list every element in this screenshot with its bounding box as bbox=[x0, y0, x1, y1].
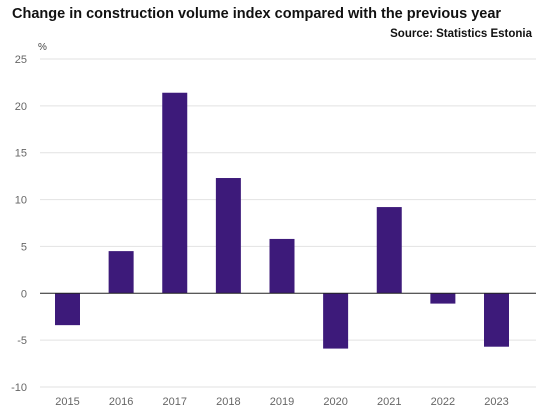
x-tick-label: 2023 bbox=[484, 396, 508, 408]
y-tick-label: 10 bbox=[15, 195, 27, 207]
bars bbox=[55, 92, 509, 349]
x-tick-label: 2020 bbox=[323, 396, 347, 408]
x-tick-label: 2016 bbox=[109, 396, 133, 408]
y-axis-ticks: 25 20 15 10 5 0 -5 -10 bbox=[11, 54, 27, 394]
y-tick-label: 20 bbox=[15, 101, 27, 113]
x-tick-label: 2015 bbox=[55, 396, 79, 408]
bar bbox=[323, 293, 349, 349]
bar bbox=[376, 207, 402, 294]
y-tick-label: -10 bbox=[11, 382, 27, 394]
bar bbox=[55, 293, 80, 326]
x-axis-ticks: 2015 2016 2017 2018 2019 2020 2021 2022 2023 bbox=[55, 396, 508, 408]
bar bbox=[215, 178, 241, 294]
x-tick-label: 2017 bbox=[163, 396, 187, 408]
y-tick-label: 0 bbox=[21, 288, 27, 300]
y-tick-label: 25 bbox=[15, 54, 27, 66]
bar bbox=[484, 293, 509, 347]
y-tick-label: 15 bbox=[15, 148, 27, 160]
gridlines bbox=[40, 58, 536, 388]
bar bbox=[162, 92, 188, 294]
x-tick-label: 2022 bbox=[431, 396, 455, 408]
x-tick-label: 2018 bbox=[216, 396, 240, 408]
x-tick-label: 2021 bbox=[377, 396, 401, 408]
bar bbox=[108, 251, 134, 294]
x-tick-label: 2019 bbox=[270, 396, 294, 408]
y-tick-label: -5 bbox=[17, 335, 27, 347]
chart-source: Source: Statistics Estonia bbox=[390, 28, 532, 40]
bar bbox=[269, 238, 295, 294]
y-tick-label: 5 bbox=[21, 241, 27, 253]
y-axis-unit-label: % bbox=[38, 42, 47, 53]
chart-title: Change in construction volume index comp… bbox=[12, 6, 502, 22]
bar bbox=[430, 293, 456, 304]
